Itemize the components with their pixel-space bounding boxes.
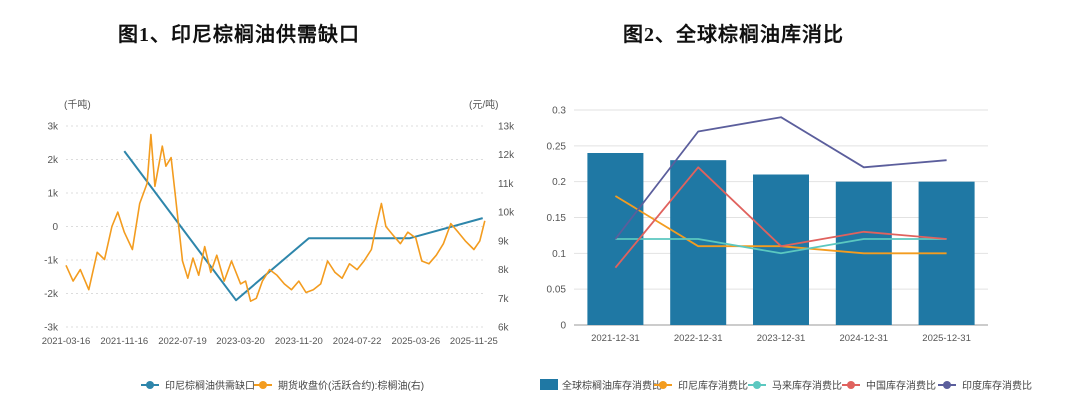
left-tick-label: -3k [44,323,59,334]
right-tick-label: 9k [498,236,510,247]
y-tick-label: 0.3 [552,106,566,117]
right-tick-label: 11k [498,179,514,190]
legend-label: 马来库存消费比 [772,379,842,392]
legend-label: 期货收盘价(活跃合约):棕榈油(右) [278,379,424,392]
x-tick-label: 2021-12-31 [591,333,640,344]
x-tick-label: 2022-12-31 [674,333,723,344]
right-tick-label: 7k [498,294,510,305]
y-tick-label: 0.2 [552,177,566,188]
right-tick-label: 6k [498,323,510,334]
legend-marker-dot [753,381,761,389]
futures-price-line [65,133,486,303]
x-tick-label: 2023-11-20 [275,336,323,347]
legend-label: 全球棕榈油库存消费比 [562,379,662,392]
left-tick-label: 2k [47,155,59,166]
legend-marker-dot [259,381,267,389]
x-tick-label: 2021-11-16 [100,336,148,347]
legend-marker-dot [943,381,951,389]
chart1-title: 图1、印尼棕榈油供需缺口 [118,24,360,46]
series-line [614,166,947,269]
legend-label: 印尼棕榈油供需缺口 [165,379,255,392]
left-tick-label: -2k [44,289,59,300]
left-tick-label: 3k [47,122,59,133]
legend-label: 中国库存消费比 [866,379,936,392]
legend-marker-dot [659,381,667,389]
series-line [615,238,947,255]
supply-gap-line [123,150,483,302]
chart2-title: 图2、全球棕榈油库消比 [623,24,844,46]
x-tick-label: 2023-03-20 [216,336,265,347]
y-tick-label: 0.1 [552,249,566,260]
x-tick-label: 2022-07-19 [158,336,207,347]
left-tick-label: -1k [44,256,59,267]
chart1: (千吨) (元/吨) -3k -2k -1k 0 1k 2k 3k 6k 7k 8k 9k 10k 11k 1… [42,98,515,392]
y-tick-label: 0.25 [547,141,567,152]
right-axis-unit: (元/吨) [469,98,498,111]
right-tick-label: 10k [498,208,515,219]
legend-marker-dot [146,381,154,389]
legend-label: 印尼库存消费比 [678,379,748,392]
y-tick-label: 0.05 [547,285,567,296]
legend-label: 印度库存消费比 [962,379,1032,392]
right-tick-label: 8k [498,265,510,276]
series-line [614,116,947,240]
x-tick-label: 2023-12-31 [757,333,806,344]
left-axis-unit: (千吨) [64,98,91,111]
right-tick-label: 13k [498,122,515,133]
y-tick-label: 0 [560,321,566,332]
x-tick-label: 2024-07-22 [333,336,382,347]
x-tick-label: 2025-11-25 [450,336,498,347]
legend-marker-dot [847,381,855,389]
left-tick-label: 0 [52,222,58,233]
y-tick-label: 0.15 [547,213,567,224]
x-tick-label: 2021-03-16 [42,336,91,347]
chart2: 0 0.05 0.1 0.15 0.2 0.25 0.3 2021-12-31 2022-12-… [540,106,1032,392]
x-tick-label: 2024-12-31 [839,333,888,344]
right-tick-label: 12k [498,150,515,161]
x-tick-label: 2025-12-31 [922,333,971,344]
legend-marker-bar [540,379,558,390]
x-tick-label: 2025-03-26 [392,336,441,347]
left-tick-label: 1k [47,189,59,200]
